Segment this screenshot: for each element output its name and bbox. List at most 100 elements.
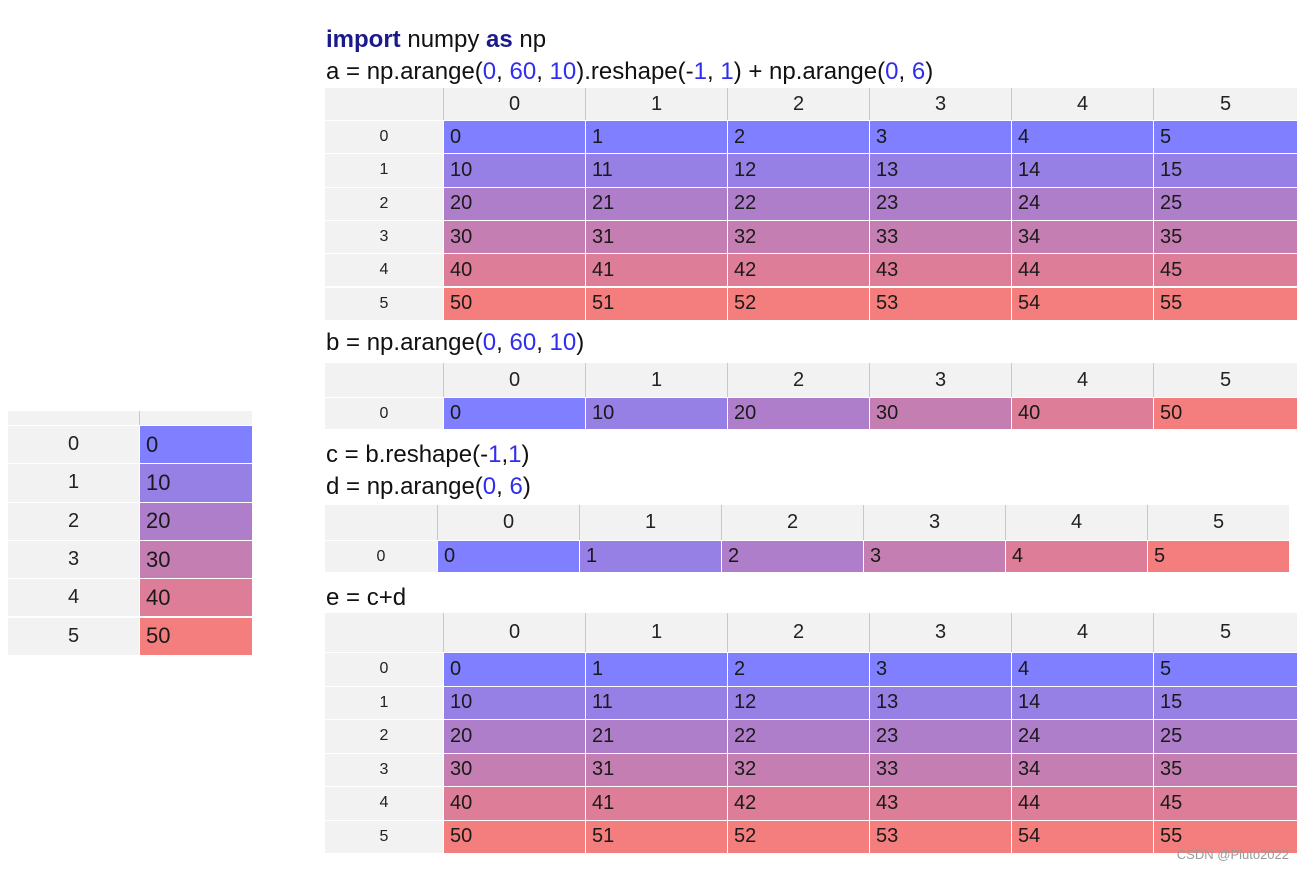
table-cell[interactable]: 31	[585, 219, 727, 254]
table-cell[interactable]: 3	[869, 120, 1011, 154]
table-cell[interactable]: 10	[585, 397, 727, 429]
table-cell[interactable]: 0	[139, 425, 252, 464]
table-cell[interactable]: 15	[1153, 153, 1297, 187]
table-cell[interactable]: 21	[585, 719, 727, 753]
table-cell[interactable]: 40	[443, 786, 585, 820]
table-cell[interactable]: 25	[1153, 186, 1297, 220]
column-header[interactable]: 1	[579, 505, 721, 540]
table-cell[interactable]: 53	[869, 286, 1011, 320]
table-cell[interactable]: 2	[727, 652, 869, 686]
table-cell[interactable]: 55	[1153, 286, 1297, 320]
column-header[interactable]: 4	[1011, 363, 1153, 397]
row-header[interactable]: 3	[8, 539, 139, 579]
table-cell[interactable]: 35	[1153, 219, 1297, 254]
table-cell[interactable]: 35	[1153, 752, 1297, 786]
column-header[interactable]: 5	[1153, 88, 1297, 120]
table-cell[interactable]: 41	[585, 786, 727, 820]
table-cell[interactable]: 44	[1011, 253, 1153, 287]
column-header[interactable]: 3	[869, 363, 1011, 397]
column-header[interactable]: 5	[1147, 505, 1289, 540]
table-cell[interactable]: 24	[1011, 186, 1153, 220]
table-cell[interactable]: 5	[1147, 540, 1289, 572]
table-cell[interactable]: 43	[869, 786, 1011, 820]
table-cell[interactable]: 50	[1153, 397, 1297, 429]
table-cell[interactable]: 11	[585, 153, 727, 187]
row-header[interactable]: 1	[8, 463, 139, 502]
table-cell[interactable]: 2	[727, 120, 869, 154]
table-cell[interactable]: 4	[1005, 540, 1147, 572]
table-cell[interactable]: 50	[139, 616, 252, 655]
table-cell[interactable]: 51	[585, 819, 727, 853]
column-header[interactable]: 2	[727, 613, 869, 652]
table-cell[interactable]: 14	[1011, 685, 1153, 719]
table-cell[interactable]: 0	[437, 540, 579, 572]
table-cell[interactable]: 14	[1011, 153, 1153, 187]
table-cell[interactable]: 4	[1011, 652, 1153, 686]
table-cell[interactable]: 12	[727, 153, 869, 187]
table-cell[interactable]: 55	[1153, 819, 1297, 853]
row-header[interactable]: 3	[325, 219, 443, 254]
table-cell[interactable]: 54	[1011, 819, 1153, 853]
column-header[interactable]: 0	[443, 363, 585, 397]
table-cell[interactable]: 32	[727, 219, 869, 254]
table-cell[interactable]: 32	[727, 752, 869, 786]
row-header[interactable]: 1	[325, 153, 443, 187]
column-header[interactable]: 2	[727, 363, 869, 397]
table-cell[interactable]: 50	[443, 819, 585, 853]
table-cell[interactable]: 1	[585, 652, 727, 686]
table-cell[interactable]: 23	[869, 186, 1011, 220]
table-cell[interactable]: 30	[869, 397, 1011, 429]
table-cell[interactable]: 42	[727, 253, 869, 287]
column-header[interactable]: 1	[585, 88, 727, 120]
table-cell[interactable]: 20	[139, 501, 252, 540]
row-header[interactable]: 0	[325, 120, 443, 154]
column-header[interactable]: 5	[1153, 613, 1297, 652]
table-cell[interactable]: 30	[139, 539, 252, 579]
row-header[interactable]: 2	[8, 501, 139, 540]
table-cell[interactable]: 22	[727, 186, 869, 220]
table-cell[interactable]: 43	[869, 253, 1011, 287]
table-cell[interactable]: 30	[443, 752, 585, 786]
table-cell[interactable]: 12	[727, 685, 869, 719]
table-cell[interactable]: 33	[869, 219, 1011, 254]
column-header[interactable]: 1	[585, 613, 727, 652]
table-cell[interactable]: 41	[585, 253, 727, 287]
row-header[interactable]: 1	[325, 685, 443, 719]
table-cell[interactable]: 0	[443, 120, 585, 154]
table-cell[interactable]: 10	[443, 685, 585, 719]
table-cell[interactable]: 0	[443, 397, 585, 429]
row-header[interactable]: 0	[325, 397, 443, 429]
table-cell[interactable]: 10	[139, 463, 252, 502]
table-cell[interactable]: 34	[1011, 752, 1153, 786]
table-cell[interactable]: 31	[585, 752, 727, 786]
table-cell[interactable]: 40	[139, 578, 252, 617]
column-header[interactable]: 3	[869, 613, 1011, 652]
table-cell[interactable]: 1	[585, 120, 727, 154]
table-cell[interactable]: 20	[443, 719, 585, 753]
table-cell[interactable]: 2	[721, 540, 863, 572]
table-cell[interactable]: 5	[1153, 120, 1297, 154]
table-cell[interactable]: 3	[863, 540, 1005, 572]
column-header[interactable]: 1	[585, 363, 727, 397]
table-cell[interactable]: 50	[443, 286, 585, 320]
row-header[interactable]: 0	[8, 425, 139, 464]
table-cell[interactable]: 13	[869, 685, 1011, 719]
row-header[interactable]: 5	[325, 286, 443, 320]
table-cell[interactable]: 52	[727, 286, 869, 320]
table-cell[interactable]: 33	[869, 752, 1011, 786]
table-cell[interactable]: 23	[869, 719, 1011, 753]
table-cell[interactable]: 52	[727, 819, 869, 853]
table-cell[interactable]: 25	[1153, 719, 1297, 753]
column-header[interactable]	[139, 411, 252, 425]
row-header[interactable]: 0	[325, 540, 437, 572]
row-header[interactable]: 3	[325, 752, 443, 786]
table-cell[interactable]: 1	[579, 540, 721, 572]
table-cell[interactable]: 15	[1153, 685, 1297, 719]
row-header[interactable]: 2	[325, 719, 443, 753]
table-cell[interactable]: 44	[1011, 786, 1153, 820]
row-header[interactable]: 4	[8, 578, 139, 617]
table-cell[interactable]: 3	[869, 652, 1011, 686]
table-cell[interactable]: 45	[1153, 786, 1297, 820]
table-cell[interactable]: 22	[727, 719, 869, 753]
table-cell[interactable]: 0	[443, 652, 585, 686]
